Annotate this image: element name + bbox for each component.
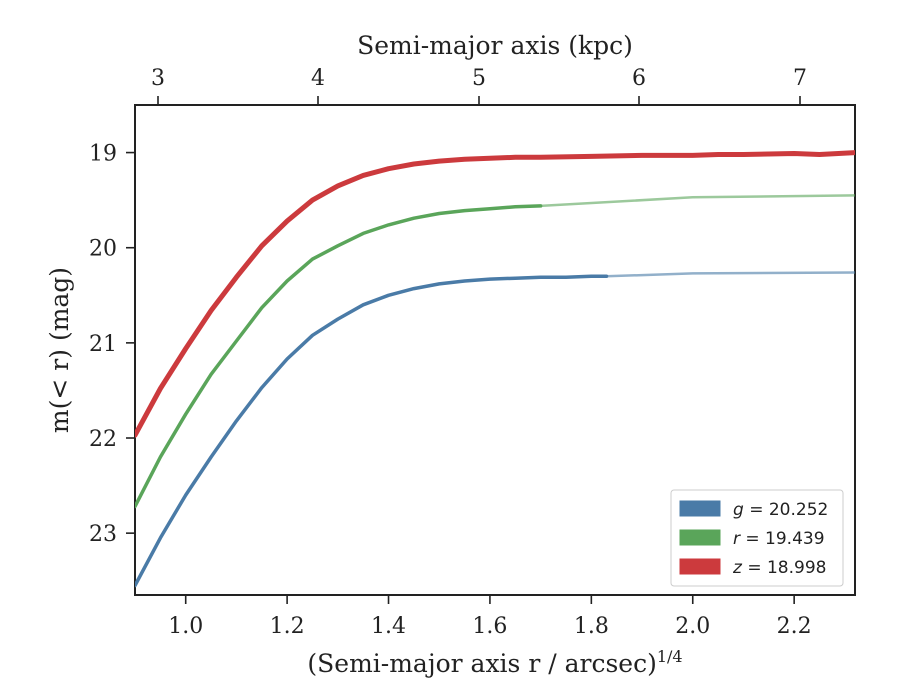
x-axis-ticks: 1.0 1.2 1.4 1.6 1.8 2.0 2.2 (168, 595, 812, 639)
top-tick-label: 3 (151, 66, 165, 91)
legend-label-z: z = 18.998 (732, 558, 826, 578)
y-axis-ticks: 19 20 21 22 23 (89, 142, 135, 547)
legend-label-g: g = 20.252 (733, 500, 828, 520)
legend-swatch-r (679, 529, 721, 546)
legend-swatch-z (679, 558, 721, 575)
y-tick-label: 21 (89, 332, 117, 357)
y-axis-title: m(< r) (mag) (45, 267, 74, 433)
x-tick-label: 1.6 (472, 614, 507, 639)
x-axis-title-exponent: 1/4 (657, 647, 683, 666)
x-tick-label: 1.2 (270, 614, 305, 639)
top-axis-title: Semi-major axis (kpc) (357, 31, 633, 60)
y-tick-label: 19 (89, 142, 117, 167)
series-r-line (135, 204, 543, 509)
legend-label-r: r = 19.439 (733, 529, 825, 549)
y-tick-label: 23 (89, 522, 117, 547)
top-tick-label: 4 (311, 66, 325, 91)
x-tick-label: 1.8 (574, 614, 609, 639)
x-axis-title: (Semi-major axis r / arcsec)1/4 (307, 647, 682, 678)
x-tick-label: 1.0 (168, 614, 203, 639)
series-layer (135, 150, 855, 588)
legend: g = 20.252 r = 19.439 z = 18.998 (670, 489, 844, 587)
top-tick-label: 5 (472, 66, 486, 91)
top-axis-ticks: 3 4 5 6 7 (151, 66, 807, 105)
x-tick-label: 1.4 (371, 614, 406, 639)
x-tick-label: 2.0 (675, 614, 710, 639)
y-tick-label: 22 (89, 427, 117, 452)
series-g-extrapolation (605, 271, 855, 278)
series-g-line (135, 274, 609, 588)
top-tick-label: 6 (632, 66, 646, 91)
x-axis-title-text: (Semi-major axis r / arcsec) (307, 649, 656, 678)
series-z-line (135, 150, 855, 438)
series-r-extrapolation (539, 194, 855, 208)
legend-swatch-g (679, 500, 721, 517)
top-tick-label: 7 (793, 66, 807, 91)
x-tick-label: 2.2 (777, 614, 812, 639)
y-tick-label: 20 (89, 237, 117, 262)
